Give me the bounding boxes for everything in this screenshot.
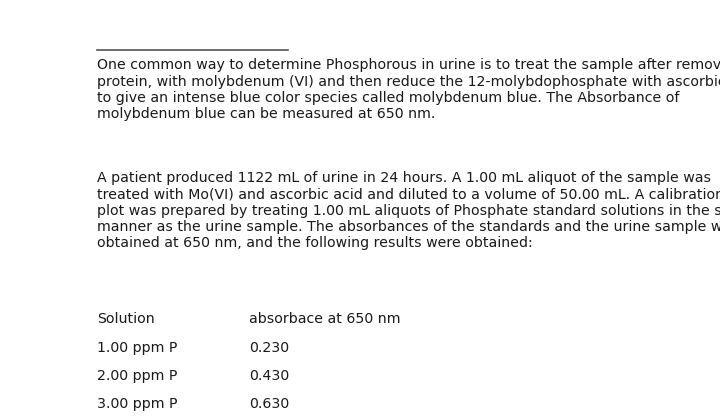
Text: 1.00 ppm P: 1.00 ppm P — [96, 341, 177, 354]
Text: absorbace at 650 nm: absorbace at 650 nm — [249, 313, 400, 326]
Text: 0.630: 0.630 — [249, 397, 289, 411]
Text: Solution: Solution — [96, 313, 155, 326]
Text: 0.430: 0.430 — [249, 369, 289, 383]
Text: A patient produced 1122 mL of urine in 24 hours. A 1.00 mL aliquot of the sample: A patient produced 1122 mL of urine in 2… — [96, 171, 720, 250]
Text: One common way to determine Phosphorous in urine is to treat the sample after re: One common way to determine Phosphorous … — [96, 58, 720, 121]
Text: 2.00 ppm P: 2.00 ppm P — [96, 369, 177, 383]
Text: 3.00 ppm P: 3.00 ppm P — [96, 397, 177, 411]
Text: 0.230: 0.230 — [249, 341, 289, 354]
